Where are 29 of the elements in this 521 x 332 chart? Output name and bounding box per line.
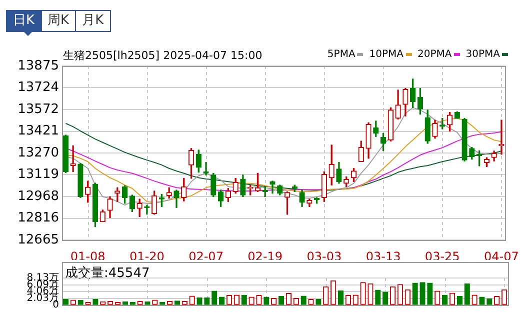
y-tick-label: 13119: [18, 167, 59, 182]
y-tick-label: 13572: [18, 102, 59, 117]
y-tick-label: 13875: [18, 58, 59, 74]
y-tick-label: 12816: [18, 210, 59, 226]
y-tick-label: 13421: [18, 124, 59, 139]
bar: [464, 283, 470, 305]
y-tick-label: 12968: [18, 188, 59, 204]
y-tick-label: 13270: [18, 145, 59, 160]
legend-label: 10PMA: [369, 49, 405, 60]
bar: [241, 295, 247, 305]
text: 日K: [6, 10, 42, 32]
bar: [382, 292, 388, 305]
candlestick: [498, 120, 504, 155]
y-tick-label: 13724: [18, 80, 59, 96]
bar: [212, 290, 218, 305]
bar: [412, 282, 418, 305]
legend-label: 30PMA: [466, 49, 501, 60]
bar: [375, 290, 381, 305]
bar: [420, 282, 426, 305]
bar: [427, 282, 433, 305]
text: 周K: [40, 10, 76, 32]
text: 月K: [75, 10, 111, 32]
y-tick-label: 12665: [18, 232, 59, 248]
bar: [442, 295, 448, 305]
y-tick-label: 0: [52, 300, 59, 311]
bar: [338, 290, 344, 305]
legend-label: 20PMA: [418, 49, 453, 60]
legend-label: 5PMA: [327, 49, 356, 60]
chart-title: 生猪2505[lh2505] 2025-04-07 15:00: [63, 48, 262, 63]
